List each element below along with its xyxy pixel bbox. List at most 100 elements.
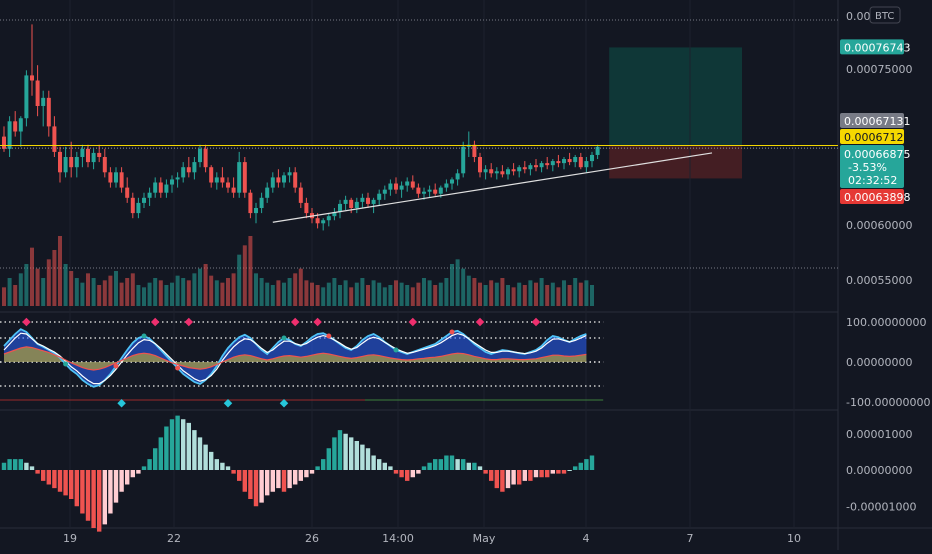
macd-histogram-bar (197, 437, 203, 470)
candle-body (371, 199, 376, 204)
volume-bar (147, 282, 152, 306)
volume-bar (298, 268, 303, 306)
volume-bar (338, 285, 342, 306)
macd-histogram-bar (214, 459, 219, 470)
volume-bar (416, 282, 421, 306)
volume-bar (410, 287, 415, 306)
macd-histogram-bar (181, 419, 186, 470)
macd-histogram-bar (80, 470, 85, 514)
time-axis-label: 7 (687, 532, 694, 545)
volume-bar (7, 278, 12, 306)
time-axis-label: 14:00 (382, 532, 414, 545)
candle-body (377, 193, 382, 200)
candle-body (298, 187, 303, 203)
macd-histogram-bar (102, 470, 107, 525)
volume-bar (119, 282, 124, 306)
candle-body (209, 167, 214, 183)
macd-histogram-bar (97, 470, 102, 532)
macd-histogram-bar (237, 470, 242, 481)
candle-body (136, 202, 141, 214)
candle-body (18, 118, 23, 132)
volume-bar (461, 268, 466, 306)
macd-histogram-bar (444, 455, 449, 470)
macd-histogram-bar (298, 470, 303, 481)
time-axis-label: 19 (63, 532, 77, 545)
macd-histogram-bar (511, 470, 516, 485)
macd-histogram-bar (517, 470, 522, 485)
candle-body (489, 169, 494, 174)
macd-histogram-bar (158, 437, 163, 470)
oscillator-cross-dot (326, 333, 332, 339)
candle-body (52, 126, 57, 152)
volume-bar (349, 287, 354, 306)
candle-body (58, 151, 62, 173)
ascending-trend-line (272, 152, 713, 223)
target-zone (609, 47, 742, 146)
macd-histogram-bar (125, 470, 130, 485)
volume-bar (108, 275, 113, 306)
candle-body (382, 189, 387, 194)
oscillator-yellow-area (4, 346, 587, 370)
macd-histogram-bar (209, 451, 214, 470)
candle-body (181, 167, 186, 178)
candle-body (91, 152, 96, 163)
volume-bar (142, 287, 146, 306)
price-axis-label-60: 0.00060000 (846, 219, 912, 232)
volume-bar (74, 278, 79, 306)
candle-body (321, 220, 326, 224)
volume-bar (153, 278, 158, 306)
macd-histogram-bar (164, 426, 169, 470)
volume-bar (562, 280, 566, 306)
candle-body (422, 191, 426, 194)
macd-histogram-bar (449, 455, 455, 470)
macd-histogram-bar (573, 466, 578, 470)
candle-body (153, 182, 158, 193)
volume-bar (366, 285, 370, 306)
macd-histogram-bar (13, 459, 18, 470)
oscillator-cross-dot (393, 347, 399, 353)
volume-bar (567, 285, 572, 306)
time-axis-label: 4 (583, 532, 590, 545)
volume-bar (371, 280, 376, 306)
volume-bar (354, 282, 359, 306)
macd-histogram-bar (57, 470, 63, 492)
candle-body (102, 157, 107, 173)
volume-bar (41, 278, 46, 306)
osc-axis-label-top: 100.00000000 (846, 316, 926, 329)
macd-histogram-bar (421, 466, 427, 470)
candle-body (231, 187, 236, 193)
candle-body (573, 157, 578, 163)
candle-body (203, 148, 208, 168)
volume-bar (522, 285, 527, 306)
volume-bar (270, 285, 275, 306)
volume-bar (399, 282, 404, 306)
price-axis-label-target: 0.00076743 (844, 41, 910, 54)
volume-bar (321, 287, 326, 306)
volume-bar (237, 254, 242, 306)
macd-histogram-bar (63, 470, 68, 496)
candle-body (293, 172, 298, 188)
candle-body (539, 163, 544, 168)
time-axis-label: 26 (305, 532, 319, 545)
price-axis-label-67131: 0.00067131 (844, 115, 910, 128)
volume-bar (539, 278, 544, 306)
macd-histogram-bar (405, 470, 410, 481)
macd-histogram-bar (169, 419, 175, 470)
candle-body (220, 177, 225, 183)
volume-bar (24, 264, 29, 306)
volume-bar (511, 287, 516, 306)
candle-body (86, 148, 90, 163)
candle-body (142, 197, 146, 203)
candle-body (147, 192, 152, 198)
macd-histogram-bar (500, 470, 505, 492)
volume-bar (276, 280, 281, 306)
macd-histogram-bar (1, 462, 7, 470)
candle-body (332, 212, 337, 217)
candle-body (562, 159, 566, 164)
macd-axis-label-mid: 0.00000000 (846, 464, 912, 477)
candle-body (528, 165, 533, 170)
candle-body (343, 199, 348, 204)
candle-body (550, 161, 555, 166)
